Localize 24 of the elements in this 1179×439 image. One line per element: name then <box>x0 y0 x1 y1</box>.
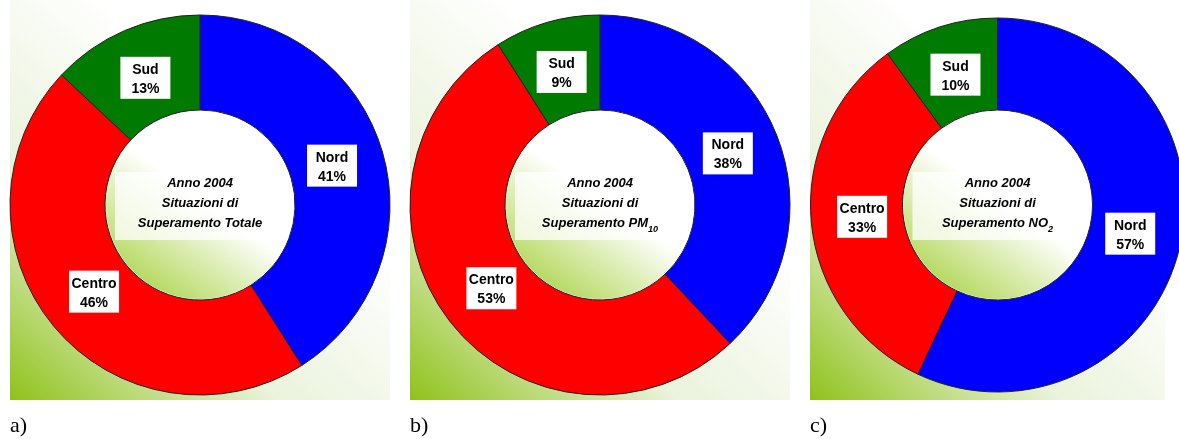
data-label: 46% <box>80 293 109 310</box>
data-label: 41% <box>318 167 347 184</box>
slice-label: Nord <box>315 148 349 165</box>
slice-label: Centro <box>468 271 514 288</box>
slice-label: Centro <box>71 274 117 291</box>
text: b) <box>410 412 429 437</box>
data-label: 38% <box>713 155 743 172</box>
slice-label: Nord <box>1113 216 1147 233</box>
text: c) <box>810 412 828 437</box>
slice-label: Sud <box>548 54 575 71</box>
data-label: 10% <box>941 76 971 93</box>
slice-label: Centro <box>839 199 885 216</box>
text: Anno 2004 Situazioni di Superamento PM$_{10}$ <box>541 175 659 234</box>
data-label: 33% <box>848 218 877 235</box>
data-label: 53% <box>477 290 506 307</box>
text: Anno 2004 Situazioni di Superamento Totale <box>137 175 263 230</box>
data-label: 57% <box>1116 235 1145 252</box>
text: a) <box>10 412 28 437</box>
data-label: 9% <box>551 73 573 90</box>
slice-label: Nord <box>711 136 745 153</box>
text: Anno 2004 Situazioni di Superamento NO$_{2}$ <box>941 175 1054 234</box>
slice-label: Sud <box>942 57 969 74</box>
data-label: 13% <box>131 79 160 96</box>
slice-label: Sud <box>132 60 159 77</box>
